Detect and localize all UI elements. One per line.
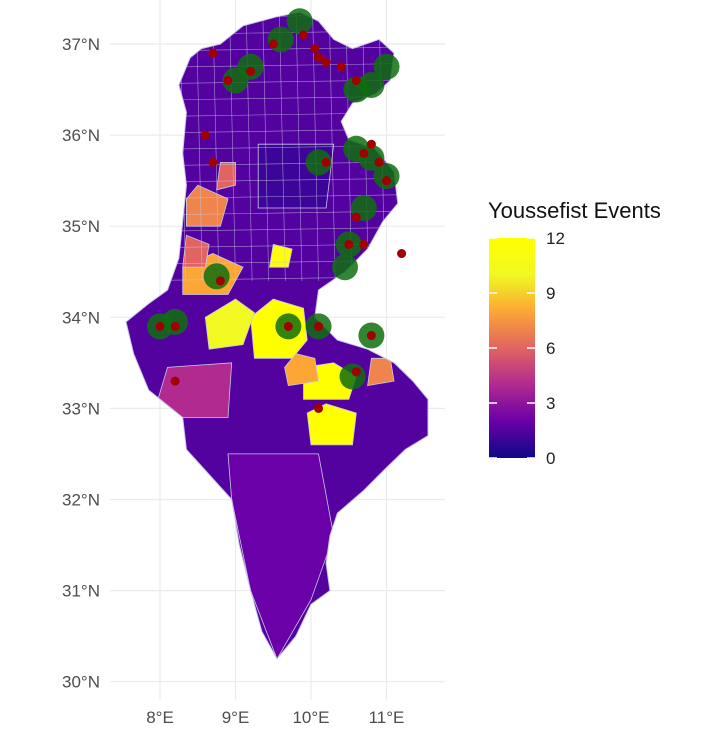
- region-polygon: [151, 362, 233, 418]
- event-marker: [382, 176, 391, 186]
- region-border-line: [328, 12, 336, 281]
- event-marker: [314, 53, 324, 63]
- region-border-line: [262, 12, 270, 281]
- y-axis-ticks: 37°N 36°N 35°N 34°N 33°N 32°N 31°N 30°N: [62, 35, 100, 692]
- highlight-marker: [222, 67, 249, 94]
- event-marker: [314, 403, 324, 413]
- highlight-marker: [339, 363, 366, 390]
- event-marker: [366, 139, 376, 149]
- event-marker: [208, 157, 218, 167]
- legend-tick-label: 3: [546, 394, 555, 413]
- y-tick-label: 30°N: [62, 673, 100, 692]
- highlight-marker: [358, 71, 385, 98]
- y-tick-label: 36°N: [62, 126, 100, 145]
- event-marker: [344, 239, 354, 249]
- y-tick-label: 34°N: [62, 308, 100, 327]
- event-marker: [223, 75, 233, 85]
- region-border-line: [429, 8, 435, 281]
- region-polygon: [204, 298, 255, 350]
- y-tick-label: 33°N: [62, 399, 100, 418]
- legend-tick-label: 9: [546, 284, 555, 303]
- region-border-line: [195, 12, 203, 281]
- highlight-markers: [147, 8, 400, 390]
- region-border-line: [278, 12, 286, 281]
- event-marker: [359, 239, 369, 249]
- event-marker: [321, 157, 331, 167]
- region-polygon: [216, 162, 236, 191]
- event-marker: [283, 321, 293, 331]
- x-tick-label: 8°E: [146, 708, 174, 727]
- highlight-marker: [286, 8, 313, 35]
- region-border-line: [146, 12, 153, 281]
- event-marker: [351, 212, 361, 222]
- highlight-marker: [373, 53, 400, 80]
- event-marker: [314, 321, 324, 331]
- event-marker: [170, 376, 180, 386]
- event-marker: [351, 75, 361, 85]
- event-marker: [268, 39, 278, 49]
- region-polygon: [269, 243, 293, 268]
- legend: Youssefist Events 12 9 6 3 0: [488, 198, 661, 468]
- event-marker: [215, 276, 225, 286]
- event-marker: [359, 148, 369, 158]
- x-tick-label: 9°E: [222, 708, 250, 727]
- region-border-line: [312, 12, 319, 281]
- event-markers: [155, 30, 407, 413]
- region-polygon: [284, 353, 319, 387]
- event-marker: [374, 157, 384, 167]
- event-marker: [351, 367, 361, 377]
- region-border-line: [245, 12, 253, 281]
- highlight-marker: [162, 308, 189, 335]
- region-border-line: [129, 12, 137, 281]
- x-axis-ticks: 8°E 9°E 10°E 11°E: [146, 708, 404, 727]
- event-marker: [397, 249, 407, 259]
- legend-tick-label: 0: [546, 449, 555, 468]
- event-marker: [298, 30, 308, 40]
- x-tick-label: 10°E: [292, 708, 329, 727]
- highlight-marker: [267, 26, 294, 53]
- region-polygon: [306, 403, 357, 446]
- region-border-line: [229, 12, 236, 281]
- highlight-marker: [331, 254, 358, 281]
- y-tick-label: 32°N: [62, 491, 100, 510]
- legend-tick-label: 12: [546, 229, 565, 248]
- event-marker: [208, 48, 218, 58]
- y-tick-label: 35°N: [62, 217, 100, 236]
- event-marker: [155, 321, 165, 331]
- event-marker: [366, 331, 376, 341]
- highlight-marker: [373, 163, 400, 190]
- event-marker: [200, 130, 210, 140]
- legend-tick-label: 6: [546, 339, 555, 358]
- event-marker: [336, 62, 346, 72]
- region-border-line: [295, 12, 303, 281]
- legend-ticks: 12 9 6 3 0: [489, 229, 565, 468]
- event-marker: [321, 57, 331, 67]
- event-marker: [170, 321, 180, 331]
- event-marker: [310, 44, 320, 54]
- region-border-line: [395, 12, 402, 281]
- y-tick-label: 37°N: [62, 35, 100, 54]
- y-tick-label: 31°N: [62, 582, 100, 601]
- event-marker: [246, 66, 256, 76]
- region-border-line: [411, 12, 419, 281]
- region-border-line: [162, 12, 170, 281]
- x-tick-label: 11°E: [369, 708, 405, 727]
- highlight-marker: [203, 263, 230, 290]
- highlight-marker: [305, 149, 332, 176]
- region-polygon: [227, 453, 335, 659]
- legend-title: Youssefist Events: [488, 198, 661, 223]
- region-polygon: [367, 357, 395, 387]
